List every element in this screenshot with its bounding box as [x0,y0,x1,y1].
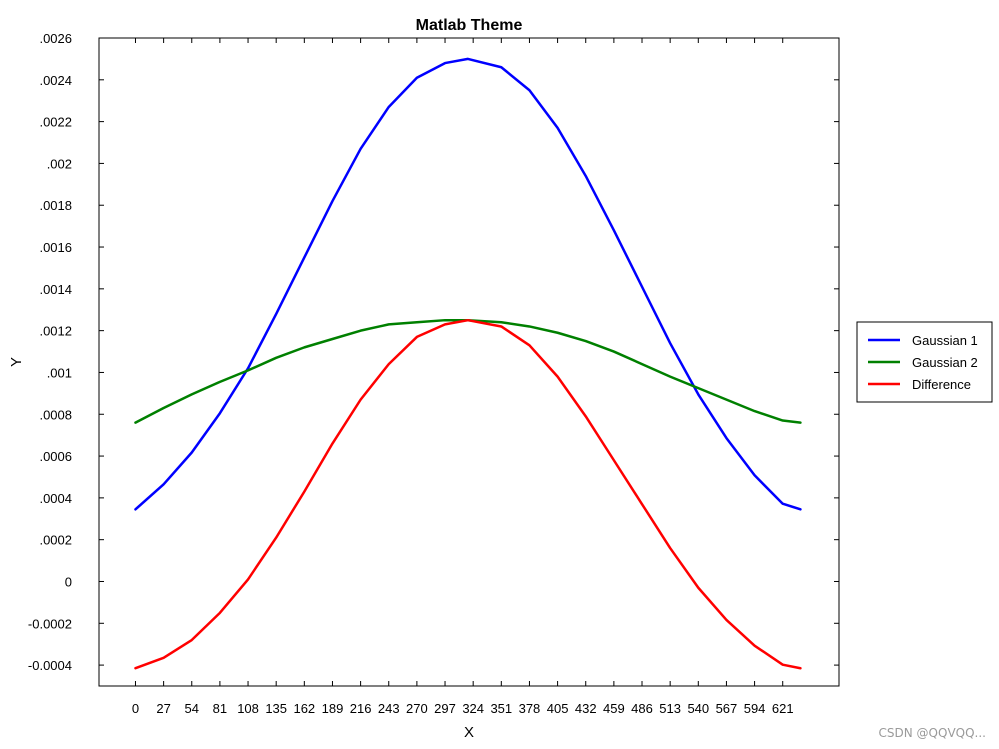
x-tick-label: 135 [265,701,287,716]
x-axis-ticks: 0 27 54 81 108 135 162 189 216 243 270 297 324 351 378… [132,38,794,716]
x-tick-label: 567 [716,701,738,716]
plot-area [98,37,840,687]
y-tick-label: .0002 [39,533,72,548]
x-tick-label: 351 [490,701,512,716]
x-tick-label: 594 [744,701,766,716]
legend-label: Gaussian 2 [912,355,978,370]
legend-label: Difference [912,377,971,392]
x-tick-label: 27 [156,701,170,716]
x-tick-label: 486 [631,701,653,716]
y-axis-title: Y [8,357,25,367]
x-tick-label: 189 [322,701,344,716]
x-tick-label: 243 [378,701,400,716]
x-axis-title: X [464,724,474,741]
y-tick-label: .001 [47,365,72,380]
x-tick-label: 432 [575,701,597,716]
x-tick-label: 162 [293,701,315,716]
y-tick-label: .0022 [39,115,72,130]
x-tick-label: 270 [406,701,428,716]
chart-title: Matlab Theme [416,17,523,34]
series-line-gaussian-1 [134,57,802,511]
watermark: CSDN @QQVQQ... [879,726,986,740]
y-tick-label: -0.0002 [28,616,72,631]
x-tick-label: 54 [185,701,199,716]
y-tick-label: .0016 [39,240,72,255]
y-tick-label: .0006 [39,449,72,464]
series-lines [134,57,802,670]
x-tick-label: 405 [547,701,569,716]
x-tick-label: 513 [659,701,681,716]
x-tick-label: 324 [462,701,484,716]
y-tick-label: -0.0004 [28,658,72,673]
y-tick-label: .0012 [39,324,72,339]
legend-label: Gaussian 1 [912,333,978,348]
y-tick-label: .0018 [39,198,72,213]
y-tick-label: .0008 [39,407,72,422]
y-tick-label: .002 [47,156,72,171]
y-tick-label: .0004 [39,491,72,506]
x-tick-label: 0 [132,701,139,716]
x-tick-label: 621 [772,701,794,716]
y-axis-ticks: .0026 .0024 .0022 .002 .0018 .0016 .0014 .0012.… [28,31,839,673]
x-tick-label: 297 [434,701,456,716]
series-line-difference [134,318,802,670]
x-tick-label: 108 [237,701,259,716]
x-tick-label: 459 [603,701,625,716]
y-tick-label: .0024 [39,73,72,88]
y-tick-label: .0014 [39,282,72,297]
x-tick-label: 540 [687,701,709,716]
x-tick-label: 378 [519,701,541,716]
legend: Gaussian 1 Gaussian 2 Difference [856,321,993,403]
x-tick-label: 81 [213,701,227,716]
y-tick-label: 0 [65,574,72,589]
y-tick-label: .0026 [39,31,72,46]
x-tick-label: 216 [350,701,372,716]
